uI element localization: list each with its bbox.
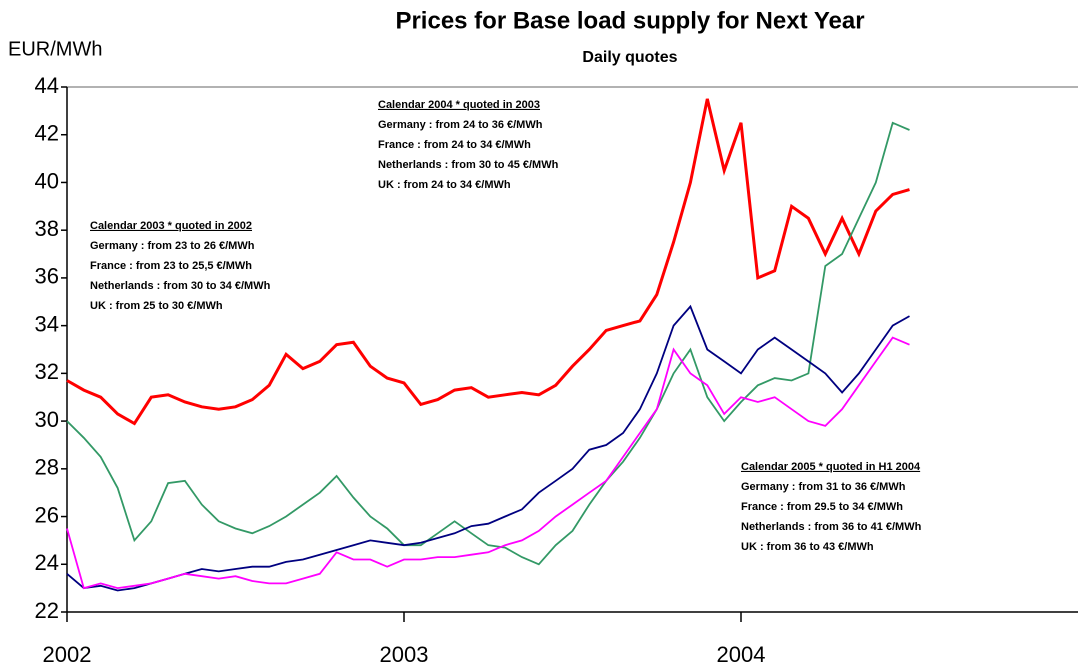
y-tick-label: 26 xyxy=(35,502,59,527)
series-line xyxy=(66,304,910,592)
y-tick-label: 24 xyxy=(35,550,59,575)
annotation-title: Calendar 2003 * quoted in 2002 xyxy=(90,220,252,232)
y-tick-label: 36 xyxy=(35,264,59,289)
annotation-line: Germany : from 31 to 36 €/MWh xyxy=(741,481,906,493)
y-tick-label: 42 xyxy=(35,121,59,146)
annotation-line: Germany : from 23 to 26 €/MWh xyxy=(90,240,255,252)
chart-subtitle: Daily quotes xyxy=(582,49,677,66)
annotation-line: Netherlands : from 30 to 34 €/MWh xyxy=(90,280,271,292)
annotation-title: Calendar 2004 * quoted in 2003 xyxy=(378,99,540,111)
y-tick-label: 30 xyxy=(35,407,59,432)
annotation-line: France : from 29.5 to 34 €/MWh xyxy=(741,501,903,513)
series-line xyxy=(66,336,910,590)
annotation-line: UK : from 36 to 43 €/MWh xyxy=(741,541,874,553)
annotation-line: Netherlands : from 30 to 45 €/MWh xyxy=(378,159,559,171)
x-tick-label: 2004 xyxy=(717,642,766,667)
annotation-line: Germany : from 24 to 36 €/MWh xyxy=(378,119,543,131)
annotation-line: UK : from 25 to 30 €/MWh xyxy=(90,300,223,312)
y-tick-label: 44 xyxy=(35,73,59,98)
chart-title: Prices for Base load supply for Next Yea… xyxy=(395,7,864,34)
annotation-line: France : from 24 to 34 €/MWh xyxy=(378,139,531,151)
x-tick-label: 2003 xyxy=(380,642,429,667)
y-tick-label: 32 xyxy=(35,359,59,384)
annotation-line: UK : from 24 to 34 €/MWh xyxy=(378,179,511,191)
series-line xyxy=(66,121,910,566)
annotation-title: Calendar 2005 * quoted in H1 2004 xyxy=(741,461,921,473)
y-tick-label: 40 xyxy=(35,168,59,193)
y-tick-label: 28 xyxy=(35,455,59,480)
annotation-line: Netherlands : from 36 to 41 €/MWh xyxy=(741,521,922,533)
y-axis-label: EUR/MWh xyxy=(8,38,102,60)
y-tick-label: 38 xyxy=(35,216,59,241)
annotation-line: France : from 23 to 25,5 €/MWh xyxy=(90,260,252,272)
x-tick-label: 2002 xyxy=(43,642,92,667)
y-tick-label: 22 xyxy=(35,598,59,623)
y-tick-label: 34 xyxy=(35,311,59,336)
series-line xyxy=(66,98,910,426)
